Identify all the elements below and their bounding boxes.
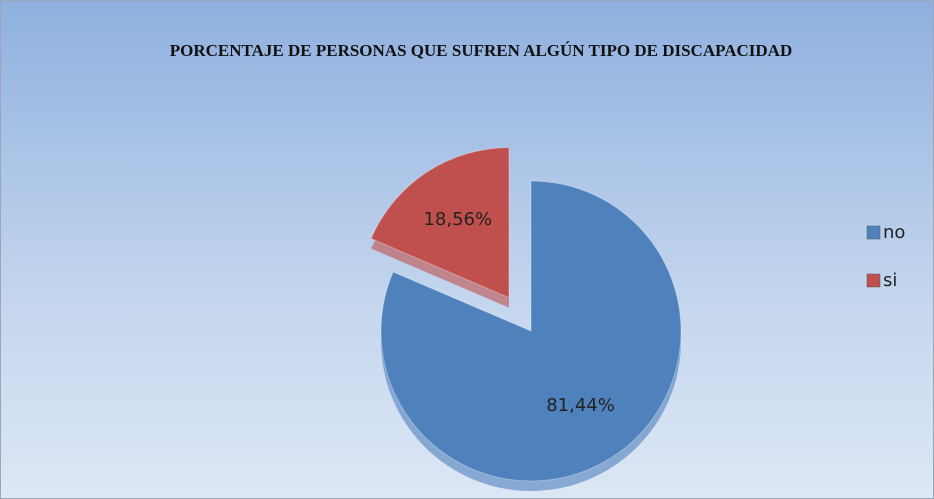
legend-swatch: [866, 225, 881, 240]
legend-label: no: [883, 222, 905, 243]
legend-label: si: [883, 270, 897, 291]
pie-slice: [380, 180, 682, 482]
legend-swatch: [866, 273, 881, 288]
chart-title: PORCENTAJE DE PERSONAS QUE SUFREN ALGÚN …: [169, 41, 793, 60]
pie-slice: [370, 147, 510, 299]
data-label: 81,44%: [546, 395, 615, 416]
data-label: 18,56%: [423, 209, 492, 230]
